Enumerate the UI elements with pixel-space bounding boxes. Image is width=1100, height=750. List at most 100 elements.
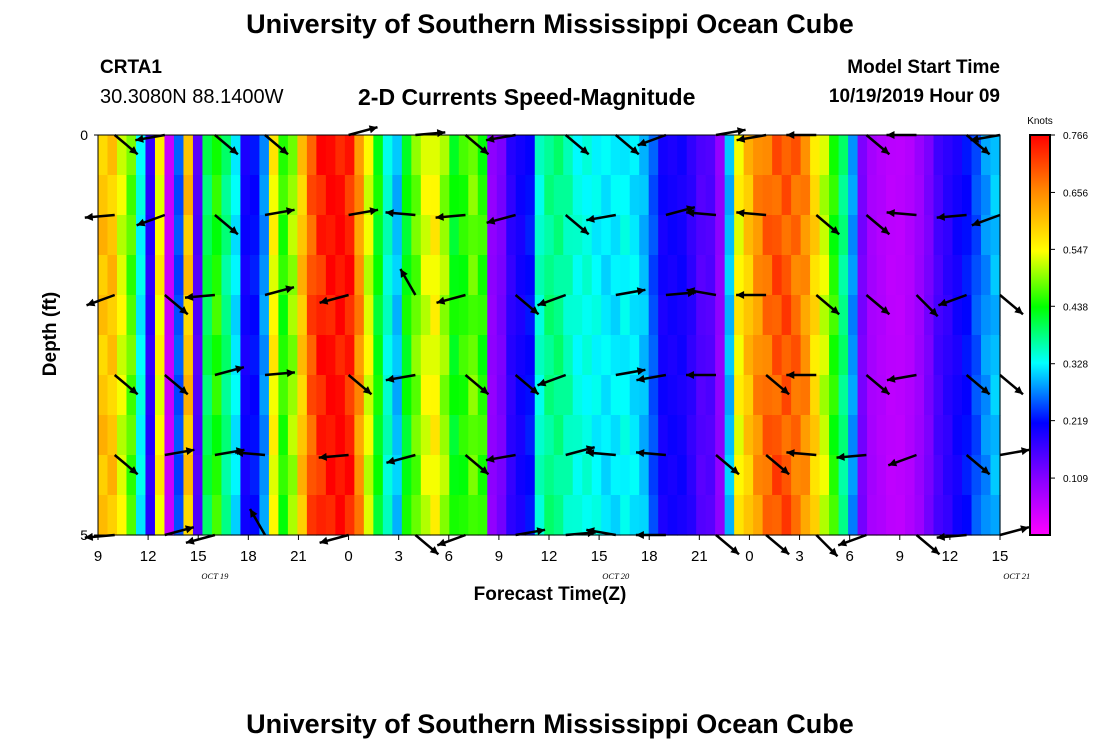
heatmap-cell bbox=[515, 215, 526, 256]
heatmap-cell bbox=[952, 215, 963, 256]
heatmap-cell bbox=[98, 295, 109, 336]
vector-head bbox=[880, 306, 890, 315]
current-vector bbox=[464, 374, 490, 396]
heatmap-cell bbox=[791, 415, 802, 456]
heatmap-cell bbox=[791, 455, 802, 496]
current-vector bbox=[886, 209, 917, 218]
heatmap-cell bbox=[477, 495, 488, 536]
heatmap-cell bbox=[164, 175, 175, 216]
heatmap-cell bbox=[477, 415, 488, 456]
heatmap-cell bbox=[439, 335, 450, 376]
heatmap-cell bbox=[430, 415, 441, 456]
heatmap-cell bbox=[677, 335, 688, 376]
heatmap-cell bbox=[344, 295, 355, 336]
vector-head bbox=[830, 306, 840, 315]
heatmap-cell bbox=[401, 295, 412, 336]
current-vector bbox=[765, 534, 790, 556]
current-vector bbox=[436, 293, 466, 305]
heatmap-cell bbox=[506, 415, 517, 456]
heatmap-cell bbox=[800, 215, 811, 256]
current-vector bbox=[435, 212, 466, 221]
heatmap-cell bbox=[838, 375, 849, 416]
heatmap-cell bbox=[895, 375, 906, 416]
current-vector bbox=[515, 527, 546, 537]
heatmap-cell bbox=[724, 455, 735, 496]
current-vector bbox=[636, 373, 667, 383]
heatmap-cell bbox=[135, 135, 147, 176]
x-tick-label: 9 bbox=[896, 548, 904, 565]
heatmap-cell bbox=[202, 375, 213, 416]
heatmap-cell bbox=[230, 175, 242, 216]
heatmap-cell bbox=[525, 135, 536, 176]
heatmap-cell bbox=[667, 375, 678, 416]
heatmap-cell bbox=[221, 455, 232, 496]
heatmap-cell bbox=[354, 495, 365, 536]
heatmap-cell bbox=[544, 375, 555, 416]
heatmap-cell bbox=[772, 255, 783, 296]
heatmap-cell bbox=[762, 295, 773, 336]
heatmap-cell bbox=[857, 415, 868, 456]
heatmap-cell bbox=[240, 255, 251, 296]
heatmap-cell bbox=[420, 295, 431, 336]
heatmap-cell bbox=[496, 375, 507, 416]
heatmap-cell bbox=[924, 255, 935, 296]
vector-head bbox=[980, 146, 990, 155]
heatmap-cell bbox=[230, 295, 242, 336]
heatmap-cell bbox=[639, 335, 650, 376]
vector-head bbox=[971, 218, 981, 227]
heatmap-cell bbox=[686, 415, 697, 456]
heatmap-cell bbox=[363, 335, 374, 376]
heatmap-cell bbox=[819, 375, 830, 416]
heatmap-cell bbox=[582, 255, 593, 296]
heatmap-cell bbox=[401, 455, 412, 496]
heatmap-cell bbox=[667, 255, 678, 296]
heatmap-cell bbox=[981, 175, 992, 216]
heatmap-cell bbox=[98, 215, 109, 256]
heatmap-cell bbox=[411, 495, 422, 536]
heatmap-cell bbox=[126, 255, 137, 296]
vector-head bbox=[586, 214, 595, 223]
heatmap-cell bbox=[857, 295, 868, 336]
heatmap-cell bbox=[515, 255, 526, 296]
heatmap-cell bbox=[468, 135, 479, 176]
heatmap-cell bbox=[211, 455, 223, 496]
heatmap-cell bbox=[316, 175, 327, 216]
heatmap-cell bbox=[553, 495, 564, 536]
heatmap-cell bbox=[772, 135, 783, 176]
heatmap-cell bbox=[439, 455, 450, 496]
heatmap-cell bbox=[363, 495, 374, 536]
vector-head bbox=[386, 456, 396, 465]
heatmap-cell bbox=[449, 455, 460, 496]
heatmap-cell bbox=[354, 455, 365, 496]
heatmap-cell bbox=[126, 375, 137, 416]
vector-head bbox=[362, 386, 372, 395]
heatmap-cell bbox=[439, 255, 450, 296]
heatmap-cell bbox=[420, 135, 431, 176]
heatmap-cell bbox=[202, 295, 213, 336]
x-tick-label: 6 bbox=[845, 548, 853, 565]
heatmap-cell bbox=[971, 295, 982, 336]
heatmap-cell bbox=[563, 415, 574, 456]
heatmap-cell bbox=[715, 135, 726, 176]
heatmap-cell bbox=[249, 415, 261, 456]
current-vector bbox=[585, 449, 616, 458]
heatmap-cell bbox=[287, 375, 298, 416]
model-start-value: 10/19/2019 Hour 09 bbox=[828, 86, 1000, 107]
heatmap-cell bbox=[344, 415, 355, 456]
heatmap-cell bbox=[772, 455, 783, 496]
heatmap-cell bbox=[126, 175, 137, 216]
heatmap-cell bbox=[563, 295, 574, 336]
vector-head bbox=[486, 216, 496, 225]
heatmap-cell bbox=[496, 255, 507, 296]
heatmap-cell bbox=[116, 495, 128, 536]
heatmap-cell bbox=[582, 495, 593, 536]
heatmap-cell bbox=[335, 455, 346, 496]
heatmap-cell bbox=[382, 135, 393, 176]
heatmap-cell bbox=[211, 295, 223, 336]
heatmap-cell bbox=[202, 495, 213, 536]
heatmap-cell bbox=[914, 175, 925, 216]
current-vector bbox=[836, 452, 867, 461]
heatmap-cell bbox=[221, 215, 232, 256]
current-vector bbox=[485, 453, 516, 463]
heatmap-cell bbox=[525, 215, 536, 256]
